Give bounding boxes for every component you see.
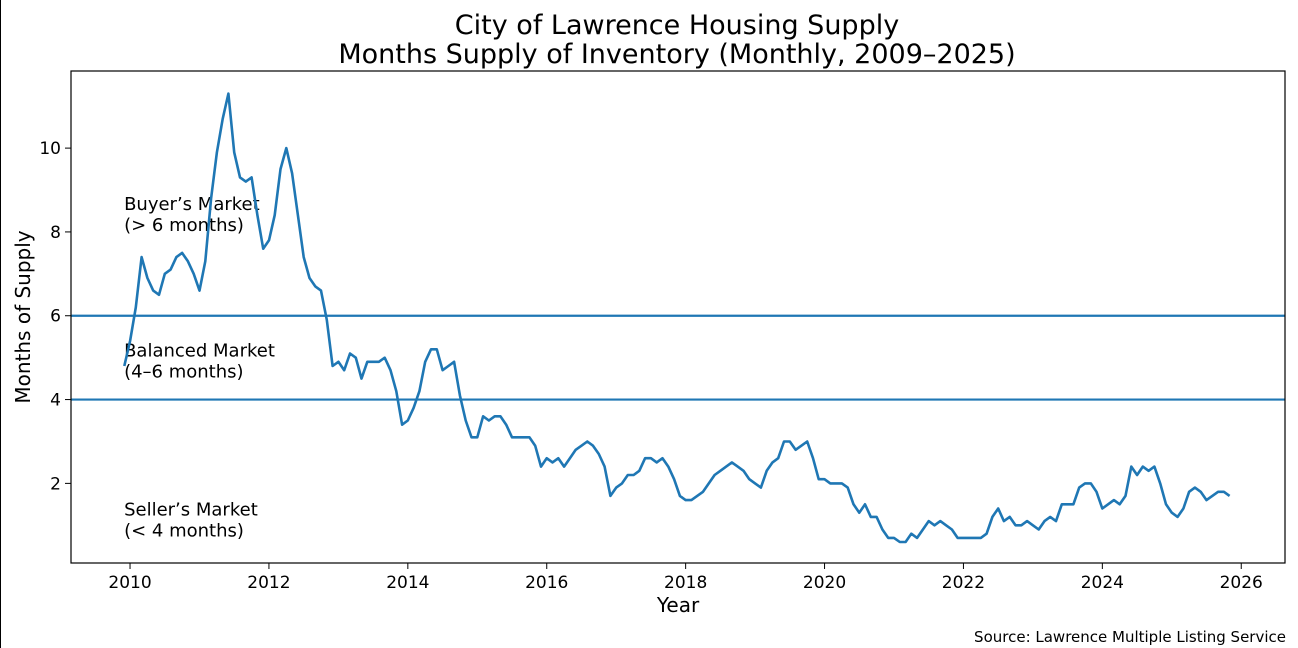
chart-title: City of Lawrence Housing Supply: [455, 10, 899, 41]
source-note: Source: Lawrence Multiple Listing Servic…: [974, 628, 1286, 646]
x-tick-label: 2026: [1220, 573, 1263, 593]
plot-area: 2010 2012 2014 2016 2018 2020 2022 2024 2026 2 4 6 8…: [39, 92, 1285, 593]
region-sublabel: (> 6 months): [124, 215, 244, 236]
x-tick-label: 2012: [247, 573, 290, 593]
region-sublabel: (< 4 months): [124, 521, 244, 542]
series-line: [123, 92, 1231, 544]
y-tick-label: 6: [50, 307, 61, 327]
y-axis-label: Months of Supply: [11, 230, 35, 403]
x-tick-label: 2010: [108, 573, 151, 593]
y-tick-label: 4: [50, 391, 61, 411]
region-sublabel: (4–6 months): [124, 361, 243, 382]
region-label: Balanced Market: [124, 340, 275, 361]
y-tick-label: 2: [50, 474, 61, 494]
x-axis-label: Year: [656, 593, 700, 617]
x-tick-label: 2018: [664, 573, 707, 593]
y-tick-label: 10: [39, 139, 61, 159]
plot-frame: [70, 70, 1286, 564]
x-tick-label: 2024: [1081, 573, 1124, 593]
y-tick-label: 8: [50, 223, 61, 243]
x-tick-label: 2016: [525, 573, 568, 593]
x-tick-label: 2020: [803, 573, 846, 593]
region-label: Seller’s Market: [124, 500, 258, 521]
x-tick-label: 2014: [386, 573, 429, 593]
x-tick-label: 2022: [942, 573, 985, 593]
region-label: Buyer’s Market: [124, 194, 260, 215]
chart-subtitle: Months Supply of Inventory (Monthly, 200…: [338, 39, 1015, 70]
